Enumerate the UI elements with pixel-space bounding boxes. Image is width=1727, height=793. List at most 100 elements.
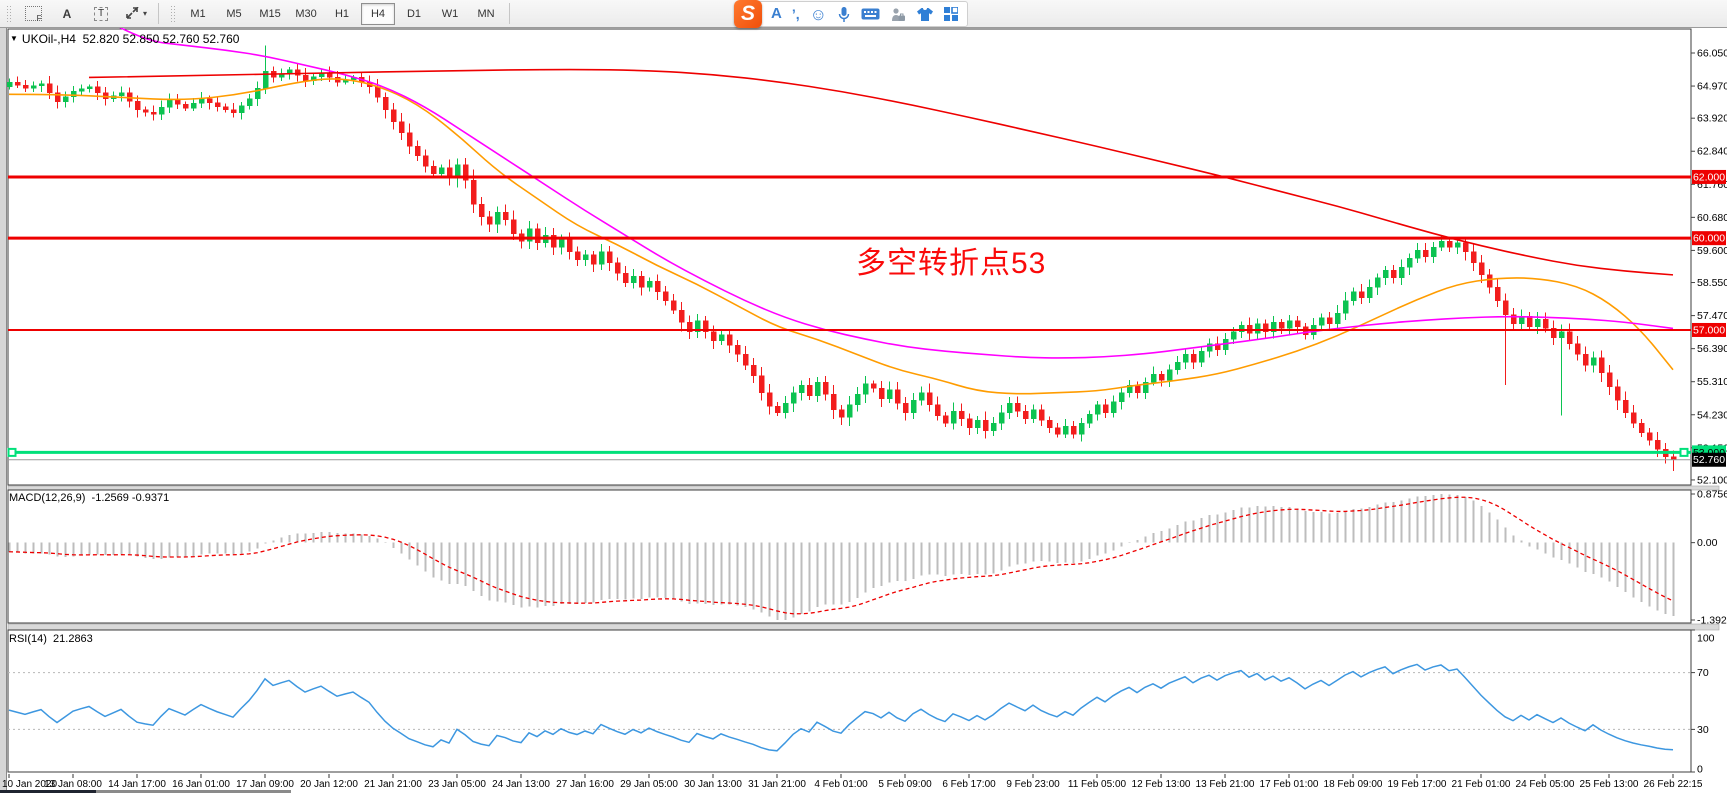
more-grid-icon[interactable] [943, 7, 958, 21]
ime-icons-group: A ’, ☺ [771, 6, 958, 23]
candle-body [1590, 357, 1597, 366]
hline-handle[interactable] [7, 447, 17, 457]
candle-body [1054, 427, 1061, 435]
toolbar-drag-handle[interactable] [6, 4, 12, 23]
time-tick-label: 18 Feb 09:00 [1324, 779, 1383, 790]
timeframe-button-D1[interactable]: D1 [406, 7, 422, 20]
candle-body [630, 276, 637, 283]
soft-keyboard-icon[interactable] [861, 7, 880, 21]
candle-body [1406, 257, 1413, 268]
price-tick-label: 55.310 [1697, 376, 1727, 388]
panel-separator[interactable] [7, 623, 1720, 631]
sogou-logo-icon[interactable]: S [734, 0, 762, 28]
candle-body [1102, 404, 1109, 413]
candle-body [502, 211, 509, 221]
candle-body [1086, 413, 1093, 424]
candle-body [806, 384, 813, 397]
candle-body [414, 146, 421, 156]
candle-body [1262, 323, 1269, 332]
candle-body [46, 83, 53, 94]
candle-body [966, 418, 973, 429]
timeframe-button-H1[interactable]: H1 [334, 7, 350, 20]
time-tick-label: 13 Feb 21:00 [1196, 779, 1255, 790]
time-tick-label: 12 Feb 13:00 [1132, 779, 1191, 790]
candle-body [774, 406, 781, 413]
candle-body [574, 251, 581, 260]
candle-body [54, 92, 61, 103]
annotation-text-object[interactable]: 多空转折点53 [856, 247, 1047, 280]
timeframe-button-M5[interactable]: M5 [226, 7, 242, 20]
skin-icon[interactable] [916, 7, 934, 22]
time-tick-label: 19 Feb 17:00 [1388, 779, 1447, 790]
time-tick-label: 6 Feb 17:00 [942, 779, 996, 790]
punctuation-icon[interactable]: ’, [791, 6, 800, 22]
candle-body [878, 387, 885, 400]
candle-body [1454, 242, 1461, 248]
candle-body [670, 300, 677, 311]
candle-body [1646, 432, 1653, 441]
hline-57.000[interactable]: 57.000 [8, 322, 1726, 337]
candle-body [174, 100, 181, 105]
hline-62.000[interactable]: 62.000 [8, 169, 1726, 184]
timeframe-button-W1[interactable]: W1 [441, 7, 459, 20]
candle-body [1046, 420, 1053, 429]
arrow-objects-tool[interactable]: ▾ [118, 2, 153, 26]
candle-body [1118, 392, 1125, 403]
arrows-icon [126, 6, 139, 19]
time-tick-label: 11 Feb 05:00 [1068, 779, 1127, 790]
toolbox-icon[interactable] [890, 7, 906, 22]
timeframe-button-H4[interactable]: H4 [361, 2, 396, 25]
candle-body [590, 254, 597, 265]
timeframe-button-M30[interactable]: M30 [295, 7, 317, 20]
timeframe-button-M1[interactable]: M1 [190, 7, 206, 20]
rsi-line [8, 663, 1674, 752]
timeframe-drag-handle[interactable] [170, 4, 177, 23]
input-mode-a-icon[interactable]: A [771, 5, 782, 22]
timeframe-button-MN[interactable]: MN [477, 7, 495, 20]
candle-body [758, 375, 765, 393]
time-tick-label: 9 Feb 23:00 [1006, 779, 1060, 790]
snap-grid-tool[interactable]: F [16, 2, 50, 26]
candle-body [398, 121, 405, 133]
hline-handle[interactable] [1679, 447, 1689, 457]
candle-body [1630, 412, 1637, 424]
candle-body [894, 389, 901, 404]
rsi-indicator-label: RSI(14) 21.2863 [9, 633, 93, 645]
candle-body [766, 392, 773, 407]
candle-body [694, 320, 701, 332]
candle-body [390, 109, 397, 123]
candle-body [14, 81, 21, 86]
candle-body [870, 383, 877, 389]
hline-60.000[interactable]: 60.000 [8, 231, 1726, 246]
chart-title: ▼ UKOil-,H4 52.820 52.850 52.760 52.760 [10, 32, 239, 46]
candle-body [22, 84, 29, 89]
candle-body [534, 228, 541, 244]
candle-body [222, 106, 229, 110]
candle-body [62, 96, 69, 103]
insert-text-tool[interactable]: A [62, 6, 72, 21]
candle-body [1110, 401, 1117, 413]
candle-body [846, 404, 853, 418]
candle-body [1150, 374, 1157, 383]
candle-body [454, 164, 461, 179]
text-label-tool[interactable]: T [84, 2, 118, 26]
candle-body [1070, 426, 1077, 435]
symbol-dropdown-icon[interactable]: ▼ [10, 34, 18, 43]
toolbar-separator [158, 3, 160, 24]
candle-body [30, 85, 37, 89]
timeframe-button-M15[interactable]: M15 [259, 7, 281, 20]
time-tick-label: 17 Jan 09:00 [236, 779, 294, 790]
candle-body [1614, 386, 1621, 401]
hline-price-badge [1692, 169, 1726, 184]
candle-body [430, 165, 437, 175]
text-box-icon: T [93, 6, 109, 21]
panel-separator[interactable] [7, 485, 1720, 491]
microphone-icon[interactable] [837, 6, 851, 23]
candle-body [1494, 286, 1501, 302]
candle-body [1422, 250, 1429, 257]
macd-scale-label: 0.00 [1697, 537, 1718, 549]
emoji-icon[interactable]: ☺ [809, 4, 827, 24]
candle-body [678, 309, 685, 323]
